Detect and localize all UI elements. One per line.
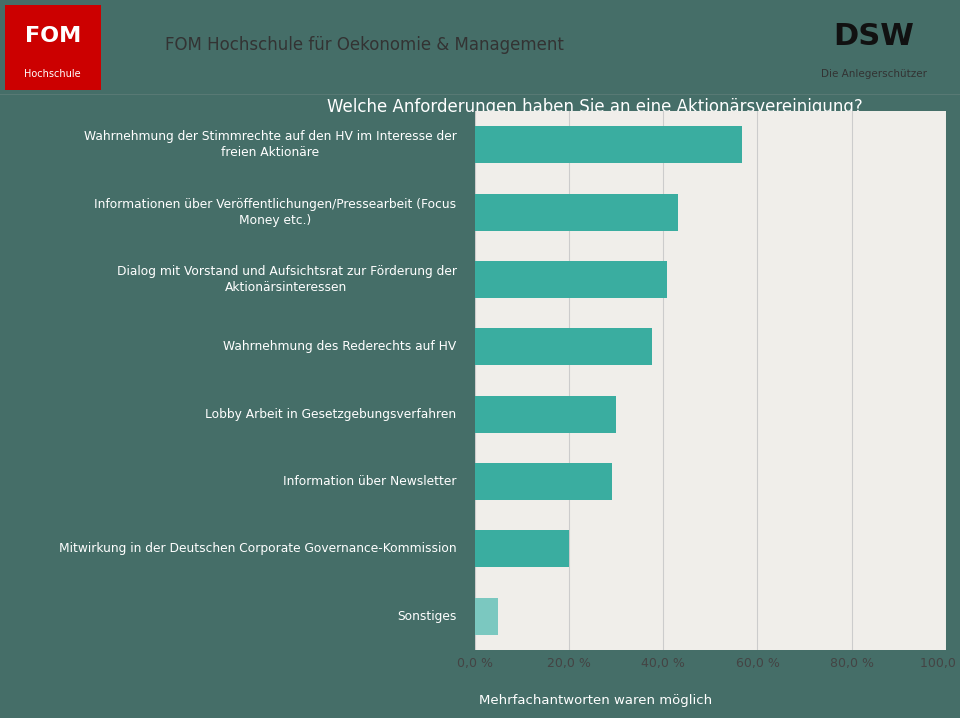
Bar [475,194,679,230]
Bar [475,328,652,365]
Text: Hochschule: Hochschule [25,69,81,79]
Bar [475,597,498,635]
Text: Lobby Arbeit in Gesetzgebungsverfahren: Lobby Arbeit in Gesetzgebungsverfahren [205,408,457,421]
Bar [475,396,616,433]
Text: FOM Hochschule für Oekonomie & Management: FOM Hochschule für Oekonomie & Managemen… [165,37,564,55]
Text: Sonstiges: Sonstiges [397,610,457,623]
Text: Welche Anforderungen haben Sie an eine Aktionärsvereinigung?: Welche Anforderungen haben Sie an eine A… [327,98,863,116]
Text: Wahrnehmung der Stimmrechte auf den HV im Interesse der
freien Aktionäre: Wahrnehmung der Stimmrechte auf den HV i… [84,131,457,159]
Bar [475,463,612,500]
Bar [475,531,569,567]
Text: DSW: DSW [833,22,914,50]
Text: Mitwirkung in der Deutschen Corporate Governance-Kommission: Mitwirkung in der Deutschen Corporate Go… [59,542,457,555]
Text: Wahrnehmung des Rederechts auf HV: Wahrnehmung des Rederechts auf HV [224,340,457,353]
Text: Die Anlegerschützer: Die Anlegerschützer [821,69,926,79]
Text: FOM: FOM [25,26,81,46]
Bar [5,5,101,90]
Bar [475,261,667,298]
Text: Information über Newsletter: Information über Newsletter [283,475,457,488]
Text: Dialog mit Vorstand und Aufsichtsrat zur Förderung der
Aktionärsinteressen: Dialog mit Vorstand und Aufsichtsrat zur… [116,265,457,294]
Text: Informationen über Veröffentlichungen/Pressearbeit (Focus
Money etc.): Informationen über Veröffentlichungen/Pr… [94,197,457,227]
Bar [475,126,742,164]
Text: Mehrfachantworten waren möglich: Mehrfachantworten waren möglich [479,694,711,707]
